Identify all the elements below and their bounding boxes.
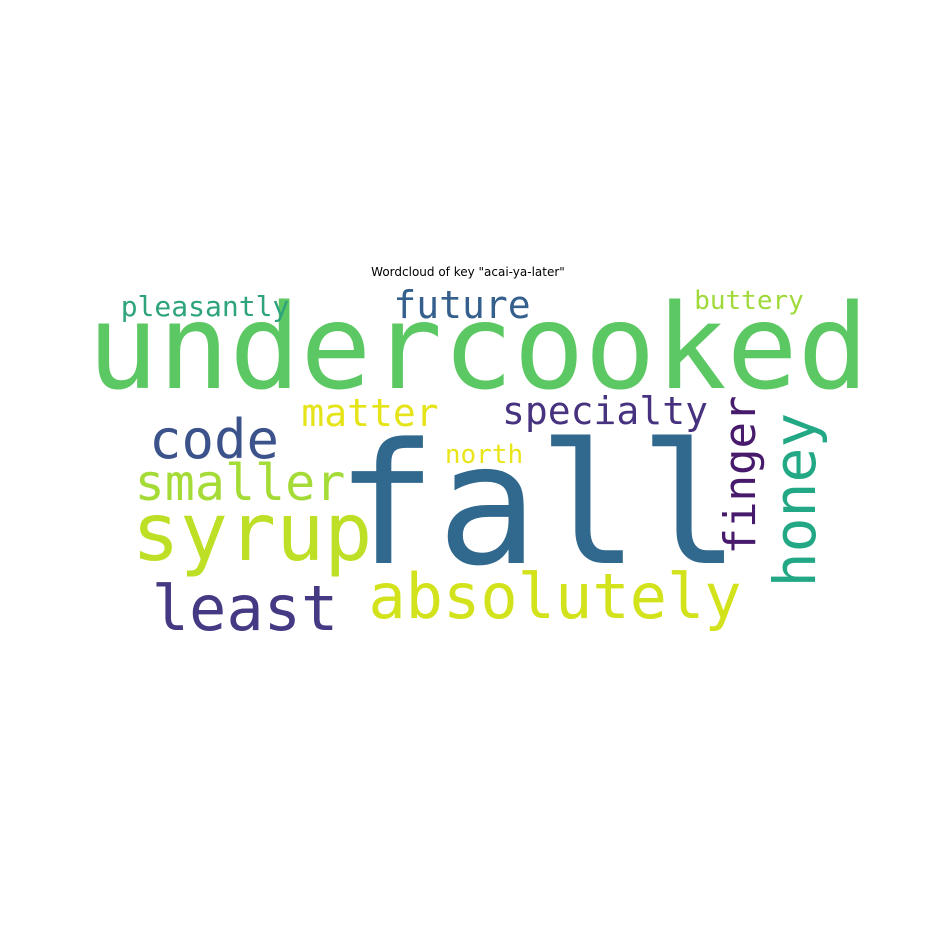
word-pleasantly: pleasantly xyxy=(121,290,290,323)
word-north: north xyxy=(445,440,523,470)
word-smaller: smaller xyxy=(135,454,346,512)
chart-title: Wordcloud of key "acai-ya-later" xyxy=(371,265,565,279)
word-finger: finger xyxy=(715,396,766,555)
word-syrup: syrup xyxy=(132,486,373,579)
word-future: future xyxy=(393,283,530,327)
word-fall: fall xyxy=(336,407,741,603)
word-undercooked: undercooked xyxy=(87,278,868,416)
word-matter: matter xyxy=(301,391,438,435)
word-buttery: buttery xyxy=(694,286,804,316)
word-honey: honey xyxy=(761,413,829,588)
word-specialty: specialty xyxy=(502,389,708,433)
word-code: code xyxy=(149,408,279,471)
word-least: least xyxy=(152,572,339,645)
word-absolutely: absolutely xyxy=(368,560,741,633)
